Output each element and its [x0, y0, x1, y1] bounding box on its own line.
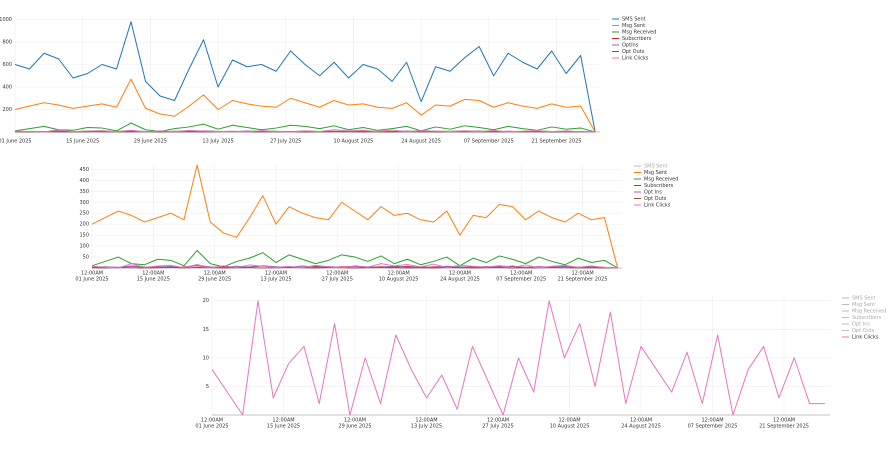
x-tick-label: 24 August 2025: [621, 424, 661, 430]
y-tick-label: 300: [79, 200, 89, 206]
y-tick-label: 400: [79, 178, 89, 184]
series-line: [91, 164, 619, 269]
x-tick-label: 27 July 2025: [322, 277, 353, 283]
x-tick-label: 27 July 2025: [482, 424, 513, 430]
series-line: [14, 78, 596, 133]
series-line: [91, 249, 618, 269]
x-tick-time: 12:00AM: [449, 271, 471, 277]
y-tick-label: 350: [79, 189, 89, 195]
y-tick-label: 50: [83, 255, 89, 261]
legend-label[interactable]: Msg Received: [622, 30, 656, 36]
y-tick-label: 600: [2, 62, 12, 68]
x-tick-label: 21 September 2025: [558, 277, 608, 283]
series-line: [14, 122, 596, 133]
legend-label[interactable]: OptIns: [622, 43, 639, 49]
x-tick-label: 29 June 2025: [198, 277, 231, 283]
x-tick-label: 07 September 2025: [496, 277, 546, 283]
y-tick-label: 450: [79, 167, 89, 173]
legend-label[interactable]: Msg Sent: [852, 302, 875, 308]
x-tick-label: 24 August 2025: [440, 277, 480, 283]
x-tick-label: 01 June 2025: [195, 424, 228, 430]
x-tick-time: 12:00AM: [265, 271, 287, 277]
legend-label[interactable]: Subscribers: [622, 36, 652, 42]
x-tick-label: 24 August 2025: [401, 139, 441, 145]
y-tick-label: 15: [203, 327, 209, 333]
series-line: [14, 129, 596, 133]
legend-label[interactable]: Link Clicks: [852, 335, 879, 341]
x-tick-time: 12:00AM: [415, 418, 437, 424]
legend-label[interactable]: Link Clicks: [644, 203, 671, 209]
legend-label[interactable]: Opt Ins: [644, 190, 662, 196]
x-tick-label: 15 June 2025: [66, 139, 99, 145]
x-tick-time: 12:00AM: [326, 271, 348, 277]
y-tick-label: 150: [79, 233, 89, 239]
x-tick-label: 07 September 2025: [464, 139, 514, 145]
series-line: [211, 300, 825, 416]
x-tick-time: 12:00AM: [272, 418, 294, 424]
x-tick-time: 12:00AM: [630, 418, 652, 424]
x-tick-label: 27 July 2025: [270, 139, 301, 145]
x-tick-label: 10 August 2025: [379, 277, 419, 283]
series-line: [14, 21, 596, 133]
x-tick-label: 01 June 2025: [75, 277, 108, 283]
x-tick-label: 07 September 2025: [688, 424, 738, 430]
series-line: [91, 263, 618, 269]
y-tick-label: 5: [206, 384, 209, 390]
legend-label[interactable]: Opt Outs: [622, 49, 645, 55]
x-tick-label: 10 August 2025: [334, 139, 374, 145]
x-tick-label: 13 July 2025: [411, 424, 442, 430]
x-tick-time: 12:00AM: [510, 271, 532, 277]
legend-label[interactable]: Subscribers: [852, 315, 882, 321]
y-tick-label: 1000: [0, 17, 12, 23]
series-line: [91, 266, 618, 269]
x-tick-time: 12:00AM: [558, 418, 580, 424]
y-tick-label: 200: [79, 222, 89, 228]
x-tick-time: 12:00AM: [204, 271, 226, 277]
x-tick-label: 13 July 2025: [260, 277, 291, 283]
x-tick-label: 10 August 2025: [550, 424, 590, 430]
x-tick-label: 13 July 2025: [202, 139, 233, 145]
x-tick-time: 12:00AM: [572, 271, 594, 277]
x-tick-label: 01 June 2025: [0, 139, 32, 145]
y-tick-label: 10: [203, 355, 209, 361]
legend-label[interactable]: Msg Received: [852, 309, 886, 315]
legend-label[interactable]: Opt Outs: [644, 196, 667, 202]
x-tick-label: 29 June 2025: [134, 139, 167, 145]
legend-label[interactable]: SMS Sent: [622, 17, 646, 23]
legend-label[interactable]: SMS Sent: [852, 296, 876, 302]
y-tick-label: 200: [2, 107, 12, 113]
x-tick-time: 12:00AM: [142, 271, 164, 277]
y-tick-label: 20: [203, 298, 209, 304]
legend-label[interactable]: Opt Outs: [852, 328, 875, 334]
legend-label[interactable]: Subscribers: [644, 183, 674, 189]
x-tick-time: 12:00AM: [773, 418, 795, 424]
legend-label[interactable]: SMS Sent: [644, 164, 668, 170]
legend-label[interactable]: Msg Sent: [622, 23, 645, 29]
y-tick-label: 100: [79, 244, 89, 250]
x-tick-label: 15 June 2025: [137, 277, 170, 283]
y-tick-label: 250: [79, 211, 89, 217]
x-tick-label: 21 September 2025: [532, 139, 582, 145]
legend-label[interactable]: Msg Sent: [644, 170, 667, 176]
x-tick-label: 15 June 2025: [267, 424, 300, 430]
legend-label[interactable]: Msg Received: [644, 177, 678, 183]
legend-label[interactable]: Link Clicks: [622, 56, 649, 62]
legend-label[interactable]: Opt Ins: [852, 322, 870, 328]
y-tick-label: 800: [2, 40, 12, 46]
x-tick-label: 29 June 2025: [338, 424, 371, 430]
y-tick-label: 400: [2, 85, 12, 91]
x-tick-time: 12:00AM: [701, 418, 723, 424]
x-tick-time: 12:00AM: [81, 271, 103, 277]
x-tick-time: 12:00AM: [487, 418, 509, 424]
x-tick-time: 12:00AM: [344, 418, 366, 424]
x-tick-label: 21 September 2025: [759, 424, 809, 430]
x-tick-time: 12:00AM: [201, 418, 223, 424]
x-tick-time: 12:00AM: [388, 271, 410, 277]
